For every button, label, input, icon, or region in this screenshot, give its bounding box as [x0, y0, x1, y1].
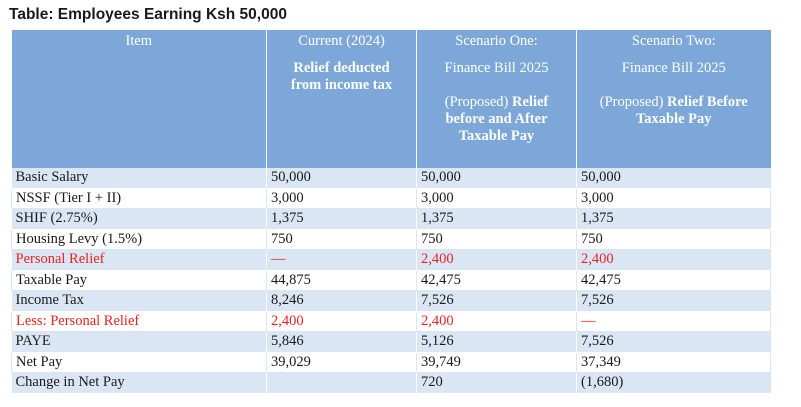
- cell-item: Personal Relief: [11, 249, 267, 271]
- cell-current: [266, 372, 417, 394]
- cell-item: SHIF (2.75%): [11, 208, 267, 230]
- table-row: Personal Relief —2,400 2,400: [11, 249, 771, 271]
- table-row: Income Tax 8,246 7,526 7,526: [11, 290, 771, 312]
- cell-current: 8,246: [266, 290, 417, 312]
- cell-scenario-two: 7,526: [576, 331, 771, 353]
- cell-item: Change in Net Pay: [11, 372, 267, 394]
- cell-scenario-two: —: [576, 311, 771, 332]
- cell-scenario-one: 2,400: [416, 249, 577, 271]
- cell-scenario-one: 39,749: [416, 352, 577, 373]
- cell-scenario-one: 5,126: [416, 331, 577, 353]
- cell-item: Basic Salary: [11, 168, 267, 189]
- cell-scenario-one: 7,526: [416, 290, 577, 312]
- table-row: Net Pay 39,029 39,749 37,349: [11, 352, 771, 373]
- table-row: PAYE 5,846 5,126 7,526: [11, 331, 771, 353]
- cell-scenario-two: 50,000: [576, 168, 771, 189]
- header-s2-prefix: (Proposed): [599, 94, 668, 110]
- cell-scenario-one: 3,000: [416, 188, 577, 209]
- cell-scenario-two: 37,349: [576, 352, 771, 373]
- paye-comparison-table: Item Current (2024) Relief deducted from…: [11, 30, 771, 394]
- cell-current: 3,000: [266, 188, 417, 209]
- header-s2-bold1: Relief Before: [667, 94, 748, 110]
- header-s2-bold2: Taxable Pay: [635, 111, 712, 127]
- header-s1-bold2: before and After: [445, 111, 548, 127]
- header-s1-bold3: Taxable Pay: [458, 128, 535, 144]
- table-row: Change in Net Pay 720 (1,680): [11, 372, 771, 394]
- table-row: Taxable Pay 44,875 42,475 42,475: [11, 270, 771, 291]
- cell-item: Net Pay: [11, 352, 267, 373]
- cell-scenario-one: 50,000: [416, 168, 577, 189]
- cell-scenario-one: 2,400: [416, 311, 577, 332]
- table-title: Table: Employees Earning Ksh 50,000: [9, 6, 287, 23]
- table-body: Basic Salary 50,000 50,000 50,000 NSSF (Tier…: [11, 168, 771, 394]
- cell-scenario-two: (1,680): [576, 372, 771, 394]
- cell-current: 44,875: [266, 270, 417, 291]
- header-s1-bold1: Relief: [512, 94, 549, 110]
- table-row: Less: Personal Relief 2,400 2,400—: [11, 311, 771, 332]
- header-item-label: Item: [125, 33, 153, 49]
- cell-current: 5,846: [266, 331, 417, 353]
- cell-scenario-two: 1,375: [576, 208, 771, 230]
- cell-item: Taxable Pay: [11, 270, 267, 291]
- header-row: Item Current (2024) Relief deducted from…: [11, 30, 771, 168]
- table-row: Basic Salary 50,000 50,000 50,000: [11, 168, 771, 189]
- cell-scenario-two: 42,475: [576, 270, 771, 291]
- cell-item: NSSF (Tier I + II): [11, 188, 267, 209]
- header-s2-line1: Scenario Two:: [631, 33, 716, 49]
- cell-current: 1,375: [266, 208, 417, 230]
- header-s1-line1: Scenario One:: [455, 33, 538, 49]
- header-current-bold2: from income tax: [290, 77, 393, 93]
- table-row: Housing Levy (1.5%) 750 750 750: [11, 229, 771, 250]
- header-current: Current (2024) Relief deducted from inco…: [266, 30, 417, 168]
- table-row: SHIF (2.75%) 1,375 1,375 1,375: [11, 208, 771, 230]
- table-container: Item Current (2024) Relief deducted from…: [11, 30, 771, 394]
- cell-current: 750: [266, 229, 417, 250]
- cell-scenario-one: 720: [416, 372, 577, 394]
- table-row: NSSF (Tier I + II) 3,000 3,000 3,000: [11, 188, 771, 209]
- header-item: Item: [11, 30, 267, 168]
- cell-current: 39,029: [266, 352, 417, 373]
- header-s2-line2: Finance Bill 2025: [621, 60, 726, 76]
- cell-current: —: [266, 249, 417, 271]
- header-s1-line2: Finance Bill 2025: [444, 60, 549, 76]
- cell-scenario-two: 3,000: [576, 188, 771, 209]
- cell-scenario-one: 750: [416, 229, 577, 250]
- cell-item: Less: Personal Relief: [11, 311, 267, 332]
- cell-scenario-one: 1,375: [416, 208, 577, 230]
- cell-scenario-one: 42,475: [416, 270, 577, 291]
- cell-current: 50,000: [266, 168, 417, 189]
- cell-scenario-two: 7,526: [576, 290, 771, 312]
- header-current-line1: Current (2024): [298, 33, 385, 49]
- header-current-bold1: Relief deducted: [293, 60, 390, 76]
- header-scenario-two: Scenario Two: Finance Bill 2025 (Propose…: [576, 30, 771, 168]
- header-s1-prefix: (Proposed): [444, 94, 513, 110]
- cell-item: PAYE: [11, 331, 267, 353]
- cell-scenario-two: 2,400: [576, 249, 771, 271]
- cell-item: Income Tax: [11, 290, 267, 312]
- header-scenario-one: Scenario One: Finance Bill 2025 (Propose…: [416, 30, 577, 168]
- cell-current: 2,400: [266, 311, 417, 332]
- cell-scenario-two: 750: [576, 229, 771, 250]
- cell-item: Housing Levy (1.5%): [11, 229, 267, 250]
